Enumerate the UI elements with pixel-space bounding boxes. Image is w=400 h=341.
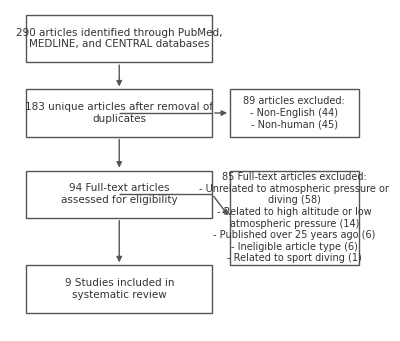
Text: 290 articles identified through PubMed,
MEDLINE, and CENTRAL databases: 290 articles identified through PubMed, … <box>16 28 222 49</box>
FancyBboxPatch shape <box>26 89 212 137</box>
FancyBboxPatch shape <box>26 265 212 313</box>
Text: 94 Full-text articles
assessed for eligibility: 94 Full-text articles assessed for eligi… <box>61 183 178 205</box>
Text: 9 Studies included in
systematic review: 9 Studies included in systematic review <box>64 278 174 300</box>
FancyBboxPatch shape <box>26 15 212 62</box>
Text: 183 unique articles after removal of
duplicates: 183 unique articles after removal of dup… <box>25 102 213 124</box>
FancyBboxPatch shape <box>230 170 358 265</box>
Text: 89 articles excluded:
- Non-English (44)
- Non-human (45): 89 articles excluded: - Non-English (44)… <box>243 97 345 130</box>
FancyBboxPatch shape <box>230 89 358 137</box>
Text: 85 Full-text articles excluded:
- Unrelated to atmospheric pressure or
diving (5: 85 Full-text articles excluded: - Unrela… <box>199 172 389 264</box>
FancyBboxPatch shape <box>26 170 212 218</box>
